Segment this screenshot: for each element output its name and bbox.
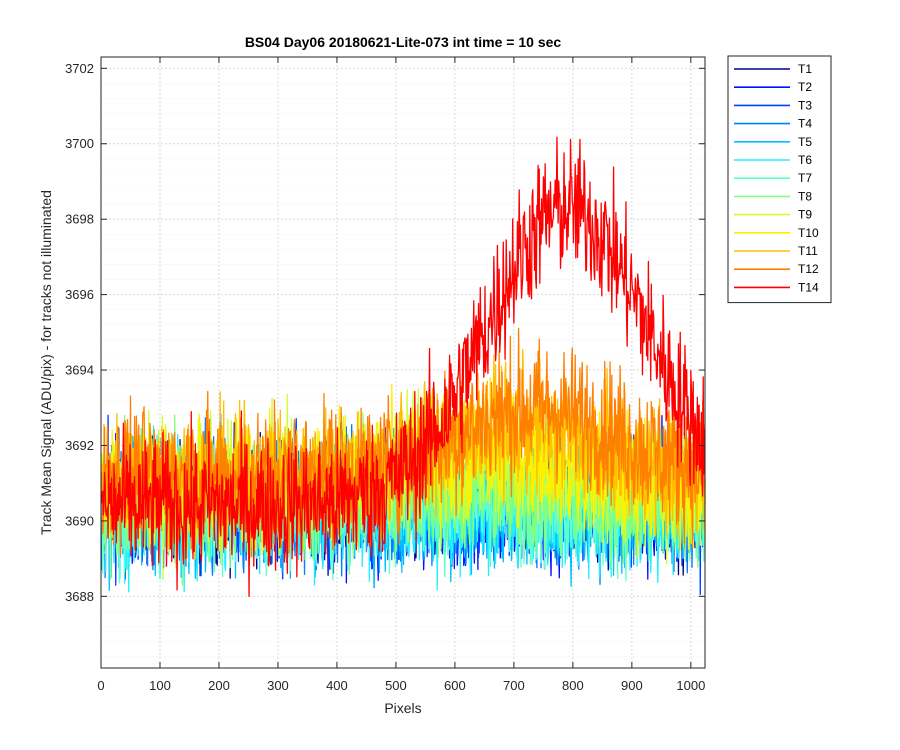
series-layer [100,136,706,597]
legend-label-t14: T14 [798,280,819,294]
legend-label-t8: T8 [798,189,812,203]
y-tick-label: 3694 [65,363,94,378]
y-axis: 3688 3690 3692 3694 3696 3698 3700 3702 [65,61,705,604]
legend-label-t2: T2 [798,80,812,94]
x-tick-label: 1000 [676,678,705,693]
legend-label-t6: T6 [798,153,812,167]
legend-label-t11: T11 [798,244,818,258]
x-tick-label: 600 [444,678,466,693]
y-tick-label: 3698 [65,212,94,227]
legend-label-t7: T7 [798,171,812,185]
y-tick-label: 3690 [65,513,94,528]
x-tick-label: 0 [97,678,104,693]
legend-label-t5: T5 [798,135,812,149]
y-tick-label: 3688 [65,589,94,604]
x-tick-label: 500 [385,678,407,693]
y-tick-label: 3702 [65,61,94,76]
legend: T1 T2 T3 T4 T5 T6 T7 T8 T9 T10 T11 T12 T14 [727,55,832,304]
legend-label-t10: T10 [798,226,819,240]
plot-area [101,57,705,668]
y-tick-label: 3692 [65,438,94,453]
y-tick-label: 3696 [65,287,94,302]
chart-title: BS04 Day06 20180621-Lite-073 int time = … [245,34,562,50]
y-tick-label: 3700 [65,136,94,151]
series-line-t14 [100,136,706,597]
legend-label-t1: T1 [798,62,812,76]
legend-box [727,55,832,304]
legend-label-t9: T9 [798,208,812,222]
plot-frame [100,56,706,669]
legend-label-t12: T12 [798,262,819,276]
y-axis-label: Track Mean Signal (ADU/pix) - for tracks… [38,190,54,535]
x-tick-label: 100 [149,678,171,693]
x-tick-label: 900 [621,678,643,693]
x-axis: 0 100 200 300 400 500 600 700 800 900 1000 [97,57,705,693]
x-tick-label: 400 [326,678,348,693]
x-axis-label: Pixels [384,700,421,716]
x-tick-label: 200 [208,678,230,693]
x-tick-label: 800 [562,678,584,693]
x-tick-label: 300 [267,678,289,693]
legend-label-t3: T3 [798,98,812,112]
legend-label-t4: T4 [798,117,812,131]
x-tick-label: 700 [503,678,525,693]
